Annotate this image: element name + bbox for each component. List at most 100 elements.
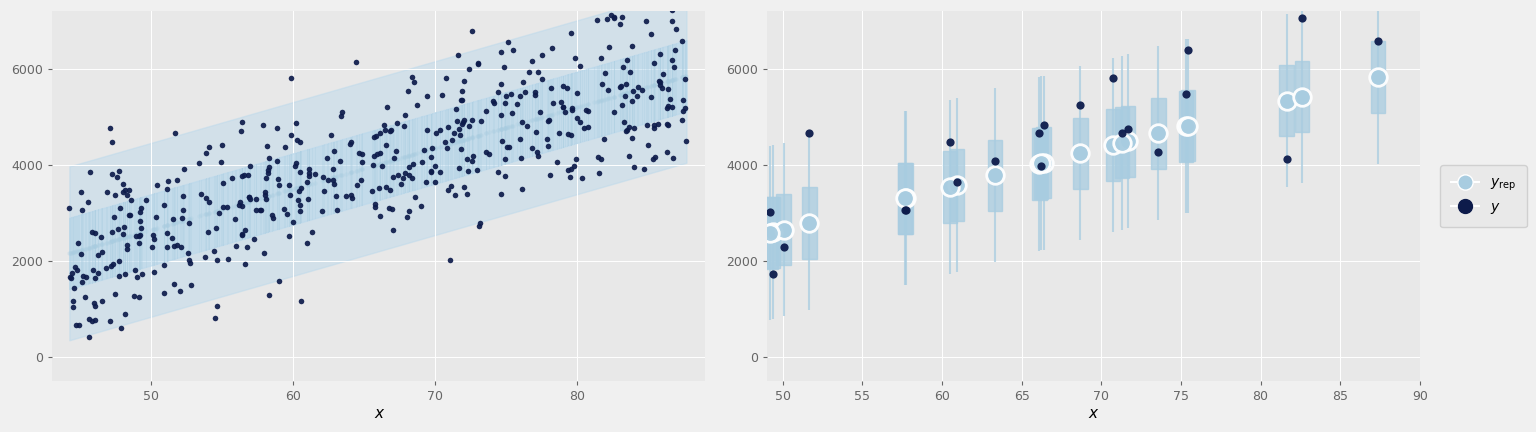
Point — [81, 243, 106, 250]
Point — [333, 170, 358, 177]
Point — [362, 162, 387, 169]
Point — [611, 90, 636, 97]
Point — [1275, 156, 1299, 162]
Point — [525, 68, 550, 75]
Point — [369, 160, 393, 167]
Point — [227, 201, 252, 208]
Point — [660, 76, 685, 83]
Point — [74, 245, 98, 252]
Point — [654, 105, 679, 112]
Point — [249, 195, 273, 202]
Point — [571, 102, 596, 109]
Point — [104, 173, 129, 180]
Point — [160, 220, 184, 227]
Point — [300, 229, 324, 236]
Point — [273, 143, 298, 150]
Point — [456, 122, 481, 129]
Point — [538, 111, 562, 118]
Point — [716, 240, 740, 247]
Point — [121, 293, 146, 300]
Point — [616, 89, 641, 96]
Point — [760, 270, 785, 277]
Point — [252, 191, 276, 198]
Point — [323, 147, 347, 154]
Point — [209, 206, 233, 213]
Point — [585, 154, 610, 161]
Point — [1175, 122, 1200, 129]
Point — [538, 171, 562, 178]
Point — [167, 287, 192, 294]
Point — [194, 149, 218, 156]
Point — [197, 210, 221, 216]
Point — [449, 137, 473, 144]
Point — [86, 241, 111, 248]
Point — [321, 174, 346, 181]
Point — [257, 192, 281, 199]
Point — [373, 159, 398, 166]
Point — [255, 193, 280, 200]
Point — [392, 123, 416, 130]
Point — [289, 184, 313, 191]
Point — [375, 159, 399, 165]
Point — [657, 77, 682, 84]
Point — [367, 184, 392, 191]
Point — [674, 138, 699, 145]
Point — [373, 126, 398, 133]
Point — [267, 182, 292, 189]
Point — [223, 202, 247, 209]
Point — [673, 104, 697, 111]
Point — [255, 143, 280, 149]
Bar — [1074, 118, 1087, 189]
Point — [77, 316, 101, 323]
Point — [177, 216, 201, 222]
Point — [172, 165, 197, 172]
Bar — [1279, 65, 1293, 136]
Point — [97, 124, 121, 131]
Point — [488, 80, 513, 87]
Point — [624, 93, 648, 100]
Point — [499, 123, 524, 130]
Point — [442, 192, 467, 199]
Point — [163, 219, 187, 226]
Point — [367, 161, 392, 168]
Point — [111, 231, 135, 238]
Point — [255, 166, 280, 173]
Point — [1146, 130, 1170, 137]
Point — [688, 248, 713, 254]
Point — [296, 181, 321, 188]
Point — [163, 243, 187, 250]
Point — [127, 229, 152, 236]
Point — [350, 158, 375, 165]
Point — [894, 206, 919, 213]
Point — [598, 94, 622, 101]
Point — [648, 80, 673, 87]
Point — [296, 181, 321, 188]
Point — [459, 134, 484, 141]
Point — [507, 121, 531, 127]
Point — [393, 169, 418, 176]
Bar — [765, 197, 780, 268]
Point — [275, 210, 300, 217]
Point — [376, 205, 401, 212]
Point — [237, 198, 261, 205]
Point — [594, 16, 619, 23]
Point — [71, 273, 95, 280]
Point — [614, 89, 639, 96]
Point — [619, 88, 644, 95]
Point — [395, 88, 419, 95]
Point — [384, 156, 409, 162]
Point — [98, 238, 123, 245]
Point — [189, 191, 214, 198]
Point — [66, 239, 91, 246]
Point — [547, 130, 571, 137]
Point — [253, 188, 278, 195]
Point — [510, 185, 535, 192]
Point — [631, 165, 656, 172]
Point — [215, 203, 240, 210]
Point — [574, 106, 599, 113]
Point — [530, 76, 554, 83]
Point — [321, 181, 346, 187]
Point — [83, 229, 108, 236]
Point — [65, 267, 89, 273]
Point — [576, 101, 601, 108]
